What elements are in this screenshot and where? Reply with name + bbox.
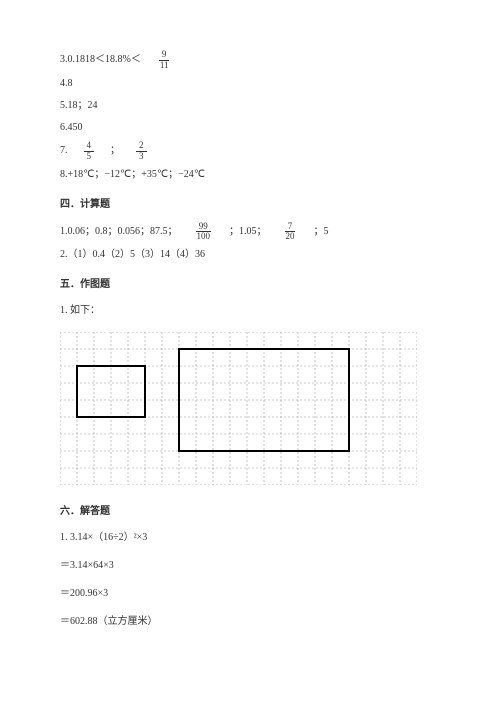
answer-8: 8. +18℃；−12℃；+35℃；−24℃: [60, 166, 440, 184]
text: 18；24: [68, 97, 98, 115]
section-4-title: 四．计算题: [60, 196, 440, 214]
solve-line-3: ＝602.88（立方厘米）: [60, 613, 440, 631]
p2: ；1.05；: [229, 223, 267, 241]
sep: ；: [110, 142, 120, 160]
section-5-title: 五．作图题: [60, 276, 440, 294]
solve-line-0: 1. 3.14×（16÷2）²×3: [60, 529, 440, 547]
section-6-title: 六．解答题: [60, 503, 440, 521]
fraction-9-11: 9 11: [157, 50, 172, 71]
calc-q1: 1. 0.06；0.8；0.056；87.5； 99 100 ；1.05； 7 …: [60, 222, 440, 243]
p1: 0.06；0.8；0.056；87.5；: [68, 223, 178, 241]
fraction-7-20: 7 20: [283, 222, 298, 243]
text: 0.1818＜18.8%＜: [68, 51, 141, 69]
fraction-2-3: 2 3: [136, 141, 147, 162]
text: +18℃；−12℃；+35℃；−24℃: [68, 166, 205, 184]
prefix: 1.: [60, 223, 68, 241]
grid-svg: [60, 332, 417, 485]
calc-q2: 2. （1）0.4（2）5（3）14（4）36: [60, 246, 440, 264]
solve-line-2: ＝200.96×3: [60, 585, 440, 603]
answer-6: 6. 450: [60, 119, 440, 137]
p3: ；5: [314, 223, 329, 241]
answer-5: 5. 18；24: [60, 97, 440, 115]
text: （1）0.4（2）5（3）14（4）36: [68, 246, 206, 264]
prefix: 8.: [60, 166, 68, 184]
prefix: 6.: [60, 119, 68, 137]
prefix: 2.: [60, 246, 68, 264]
fraction-99-100: 99 100: [194, 222, 214, 243]
answer-7: 7. 4 5 ； 2 3: [60, 141, 440, 162]
prefix: 3.: [60, 51, 68, 69]
solve-line-1: ＝3.14×64×3: [60, 557, 440, 575]
draw-q1: 1. 如下：: [60, 302, 440, 320]
grid-figure: [60, 332, 440, 487]
answer-4: 4. 8: [60, 75, 440, 93]
text: 8: [68, 75, 73, 93]
prefix: 4.: [60, 75, 68, 93]
prefix: 7.: [60, 142, 68, 160]
fraction-4-5: 4 5: [84, 141, 95, 162]
prefix: 5.: [60, 97, 68, 115]
answer-3: 3. 0.1818＜18.8%＜ 9 11: [60, 50, 440, 71]
text: 450: [68, 119, 83, 137]
